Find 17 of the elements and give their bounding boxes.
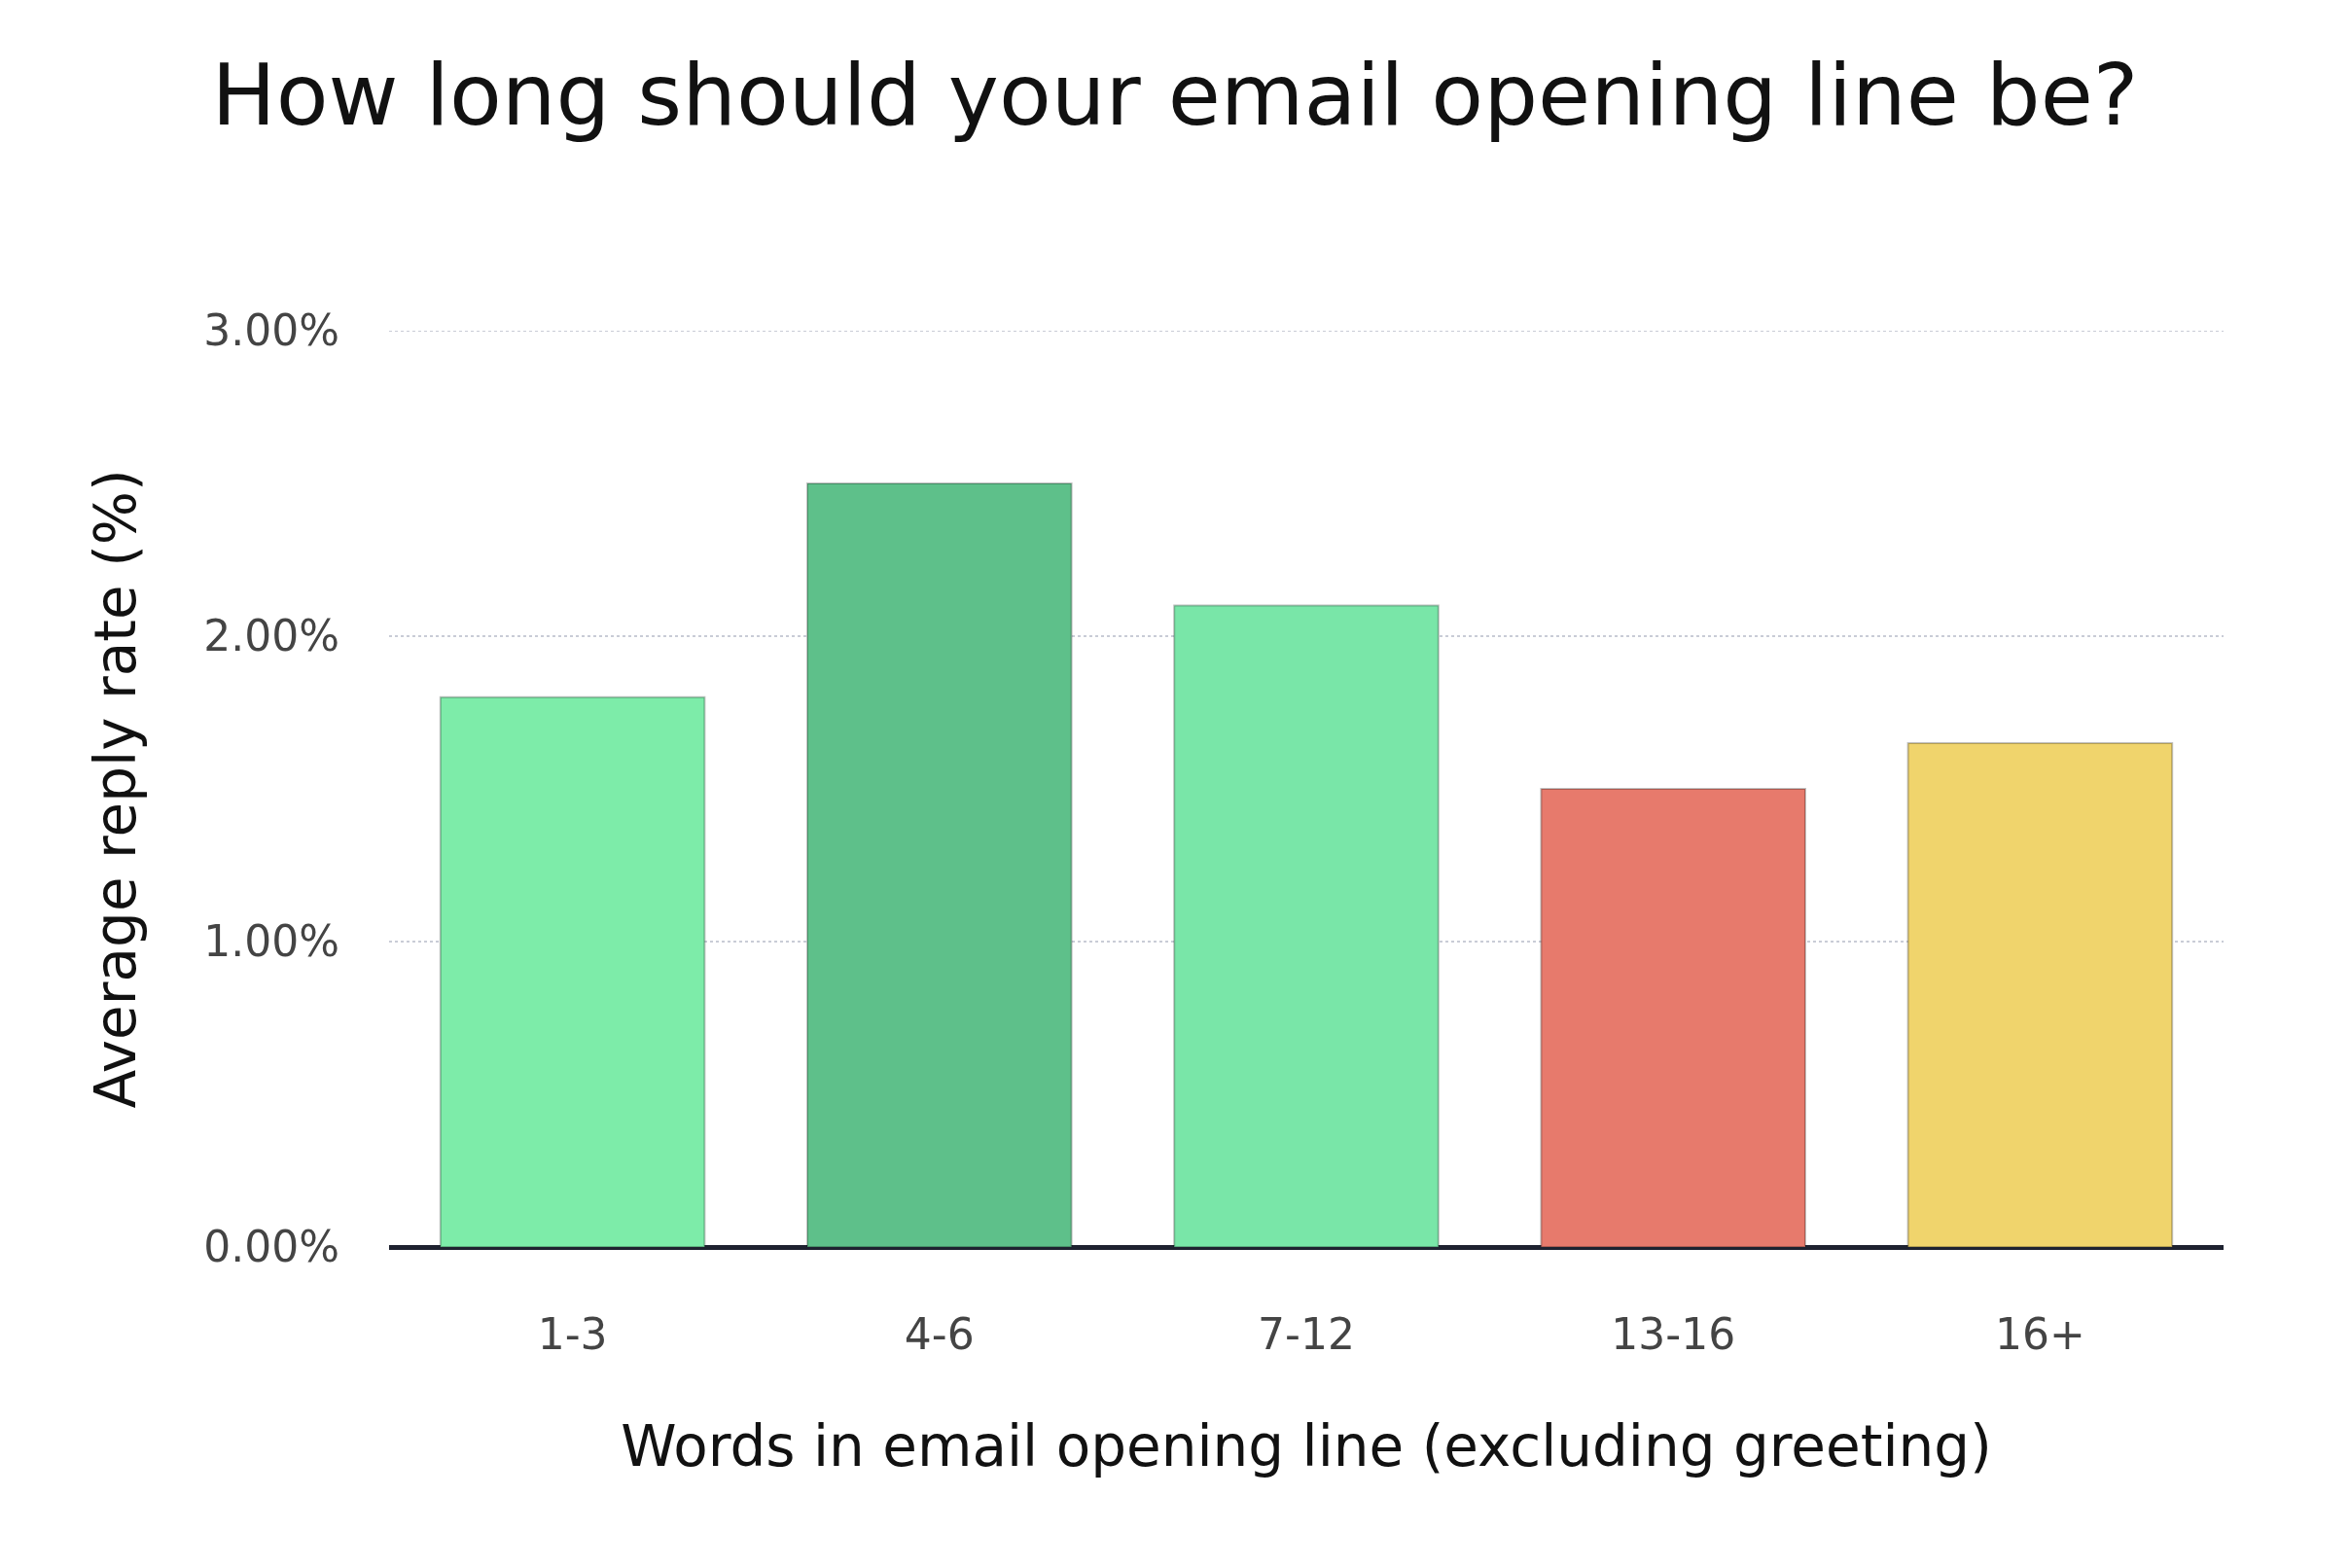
y-tick-label: 3.00%: [203, 305, 339, 356]
chart-title: How long should your email opening line be?: [211, 44, 2139, 145]
x-axis-title: Words in email opening line (excluding greeting): [621, 1413, 1992, 1480]
x-tick-label: 4-6: [904, 1309, 975, 1359]
y-tick-label: 1.00%: [203, 916, 339, 967]
x-tick-label: 1-3: [537, 1309, 608, 1359]
bar: [806, 482, 1073, 1247]
bar: [1540, 788, 1806, 1247]
y-tick-label: 2.00%: [203, 611, 339, 661]
y-tick-label: 0.00%: [203, 1222, 339, 1272]
y-axis-title: Average reply rate (%): [83, 469, 150, 1109]
x-tick-label: 7-12: [1258, 1309, 1355, 1359]
bar: [1906, 741, 2174, 1247]
x-tick-label: 13-16: [1611, 1309, 1736, 1359]
bar: [1173, 604, 1440, 1247]
x-tick-label: 16+: [1994, 1309, 2085, 1359]
bar: [439, 695, 706, 1247]
